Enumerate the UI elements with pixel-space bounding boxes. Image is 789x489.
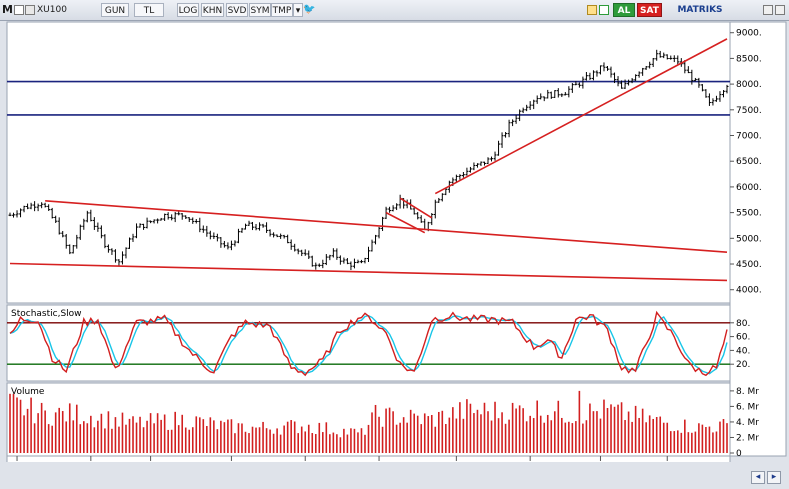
trend-line xyxy=(434,38,728,195)
stochastic-y-tick-label: 20. xyxy=(736,360,750,370)
window-menu-icon[interactable] xyxy=(763,5,773,15)
stochastic-y-tick-label: 60. xyxy=(736,333,750,343)
scroll-left-icon[interactable]: ◂ xyxy=(751,471,765,484)
align-icon[interactable] xyxy=(587,5,597,15)
price-y-tick-label: 8000. xyxy=(736,80,762,90)
trend-line xyxy=(45,199,728,253)
symbol-type-icon[interactable] xyxy=(25,5,35,15)
svd-button[interactable]: SVD xyxy=(226,3,248,17)
volume-panel: 0 2. Mr 4. Mr 6. Mr 8. Mr xyxy=(9,387,759,459)
price-y-tick-label: 9000. xyxy=(736,29,762,39)
checkbox-icon[interactable] xyxy=(599,5,609,15)
bottom-bar xyxy=(0,462,789,489)
brand-logo: MATRIKS xyxy=(677,5,723,15)
volume-y-tick-label: 6. Mr xyxy=(736,402,759,412)
trend-line xyxy=(9,262,728,282)
symbol-field[interactable]: XU100 xyxy=(37,5,67,15)
price-y-tick-label: 7000. xyxy=(736,132,762,142)
twitter-icon[interactable]: 🐦 xyxy=(303,4,316,15)
log-button[interactable]: LOG xyxy=(177,3,199,17)
volume-y-tick-label: 2. Mr xyxy=(736,433,759,443)
currency-button[interactable]: TL xyxy=(134,3,164,17)
tmp-button[interactable]: TMP xyxy=(271,3,293,17)
stochastic-panel-title: Stochastic,Slow xyxy=(11,309,82,319)
price-y-tick-label: 8500. xyxy=(736,54,762,64)
stochastic-y-tick-label: 40. xyxy=(736,346,750,356)
x-axis: 01/2302/2303/2304/2305/2306/2307/2308/23… xyxy=(16,456,668,461)
price-y-tick-label: 7500. xyxy=(736,106,762,116)
symbol-color-icon[interactable] xyxy=(14,5,24,15)
price-y-tick-label: 5500. xyxy=(736,209,762,219)
price-panel: 4000. 4500. 5000. 5500. 6000. 6500. 7000. 7500.… xyxy=(7,29,762,296)
volume-y-tick-label: 0 xyxy=(736,449,742,459)
price-y-tick-label: 4500. xyxy=(736,260,762,270)
stochastic-k-line xyxy=(9,310,728,377)
dropdown-arrow-icon[interactable]: ▾ xyxy=(293,3,303,17)
buy-button[interactable]: AL xyxy=(613,3,635,17)
khn-button[interactable]: KHN xyxy=(201,3,224,17)
period-button[interactable]: GUN xyxy=(101,3,129,17)
volume-y-tick-label: 8. Mr xyxy=(736,387,759,397)
trend-line xyxy=(399,197,433,219)
menu-button[interactable]: M xyxy=(2,3,13,16)
price-y-tick-label: 6500. xyxy=(736,157,762,167)
toolbar: M XU100 GUN TL LOG KHN SVD SYM TMP ▾ 🐦 A… xyxy=(0,0,789,21)
sym-button[interactable]: SYM xyxy=(249,3,271,17)
stochastic-panel: 20. 40. 60. 80. xyxy=(7,310,750,377)
scroll-right-icon[interactable]: ▸ xyxy=(767,471,781,484)
sell-button[interactable]: SAT xyxy=(637,3,662,17)
volume-y-tick-label: 4. Mr xyxy=(736,418,759,428)
trend-line xyxy=(385,211,426,234)
price-y-tick-label: 6000. xyxy=(736,183,762,193)
close-icon[interactable] xyxy=(775,5,785,15)
volume-panel-title: Volume xyxy=(11,387,45,397)
price-y-tick-label: 4000. xyxy=(736,286,762,296)
chart-area[interactable]: 4000. 4500. 5000. 5500. 6000. 6500. 7000. 7500.… xyxy=(0,20,789,462)
stochastic-y-tick-label: 80. xyxy=(736,319,750,329)
price-y-tick-label: 5000. xyxy=(736,234,762,244)
